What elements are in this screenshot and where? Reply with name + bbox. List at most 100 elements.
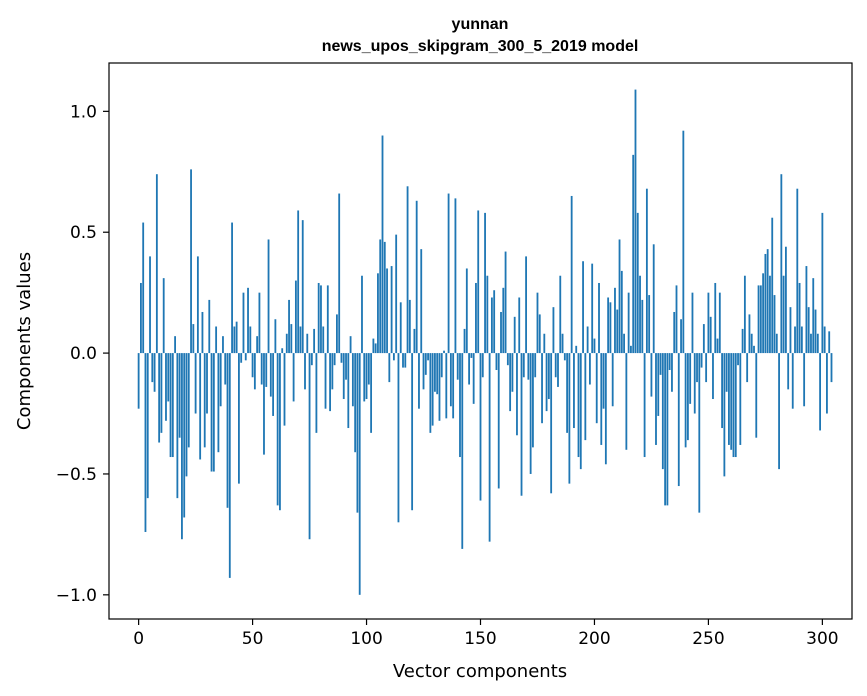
bar — [276, 353, 279, 506]
bar — [187, 353, 190, 448]
bar — [383, 241, 386, 354]
bar — [563, 353, 566, 361]
bar — [586, 326, 589, 354]
bar — [791, 353, 794, 409]
bar — [176, 353, 179, 499]
bar — [308, 353, 311, 540]
bar — [431, 353, 434, 426]
bar — [588, 353, 591, 385]
bar — [390, 266, 393, 354]
bar — [340, 353, 343, 363]
bar — [787, 353, 790, 390]
bar — [445, 353, 448, 419]
bar — [297, 210, 300, 354]
bar — [256, 336, 259, 354]
bar — [292, 353, 295, 402]
bar — [436, 353, 439, 395]
bar — [616, 309, 619, 354]
bar — [504, 251, 507, 354]
bar — [661, 353, 664, 470]
bar — [518, 297, 521, 354]
bar — [306, 333, 309, 354]
bar — [481, 353, 484, 378]
x-axis-ticks: 0 50 100 150 200 250 300 — [133, 619, 839, 649]
bar — [652, 244, 655, 354]
x-tick-label: 150 — [464, 629, 496, 649]
bar — [718, 292, 721, 354]
bar — [178, 353, 181, 438]
x-tick-label: 300 — [806, 629, 838, 649]
bar — [732, 353, 735, 458]
bar — [379, 239, 382, 354]
bar — [664, 353, 667, 506]
bar — [636, 212, 639, 354]
bar — [579, 353, 582, 470]
bar — [803, 353, 806, 407]
bar — [826, 353, 828, 414]
bar — [140, 282, 142, 354]
bar — [142, 222, 145, 354]
bar — [810, 333, 812, 354]
bar — [675, 285, 678, 354]
bar — [208, 299, 211, 354]
bar — [771, 217, 774, 354]
bar — [228, 353, 231, 578]
bar — [301, 220, 304, 354]
bar — [805, 266, 808, 354]
bar — [614, 287, 616, 354]
bar — [429, 353, 432, 433]
bar — [641, 299, 644, 354]
x-tick-label: 100 — [350, 629, 382, 649]
bar — [493, 290, 496, 354]
bar — [190, 169, 192, 354]
bar — [484, 212, 486, 354]
bar — [392, 353, 395, 361]
bar — [155, 174, 158, 354]
bar — [789, 307, 792, 354]
bar — [167, 353, 170, 402]
bar — [784, 246, 787, 354]
bar — [251, 353, 254, 378]
bar — [336, 314, 338, 354]
bar — [502, 287, 505, 354]
bar — [349, 336, 352, 354]
bar — [543, 333, 546, 354]
bar — [370, 353, 373, 433]
bar — [402, 353, 404, 368]
bar — [162, 278, 165, 354]
bar — [721, 353, 723, 429]
bar — [497, 353, 500, 489]
bar — [611, 353, 614, 407]
bar — [320, 285, 322, 354]
bar — [206, 353, 208, 414]
bar — [618, 239, 621, 354]
bar — [488, 353, 491, 542]
bar — [192, 324, 195, 354]
bar — [388, 353, 391, 383]
bar — [598, 282, 600, 354]
bar — [814, 309, 817, 354]
bar — [420, 249, 423, 354]
bar — [595, 353, 598, 424]
bar — [509, 353, 512, 412]
bar — [778, 353, 780, 470]
bar — [137, 353, 140, 409]
bar — [386, 268, 388, 354]
bar — [201, 311, 204, 354]
bar — [226, 353, 229, 508]
bar — [559, 275, 562, 354]
bar — [231, 222, 233, 354]
y-tick-label: 1.0 — [70, 102, 97, 122]
bar — [351, 353, 354, 407]
bar — [746, 353, 749, 383]
bar — [798, 282, 801, 354]
bar — [304, 353, 306, 390]
bar — [698, 353, 701, 513]
bar — [794, 326, 796, 354]
bar — [762, 273, 765, 354]
bar — [299, 326, 302, 354]
bar — [479, 353, 482, 501]
bar — [689, 353, 692, 404]
bar — [283, 353, 286, 426]
bar — [329, 353, 331, 412]
